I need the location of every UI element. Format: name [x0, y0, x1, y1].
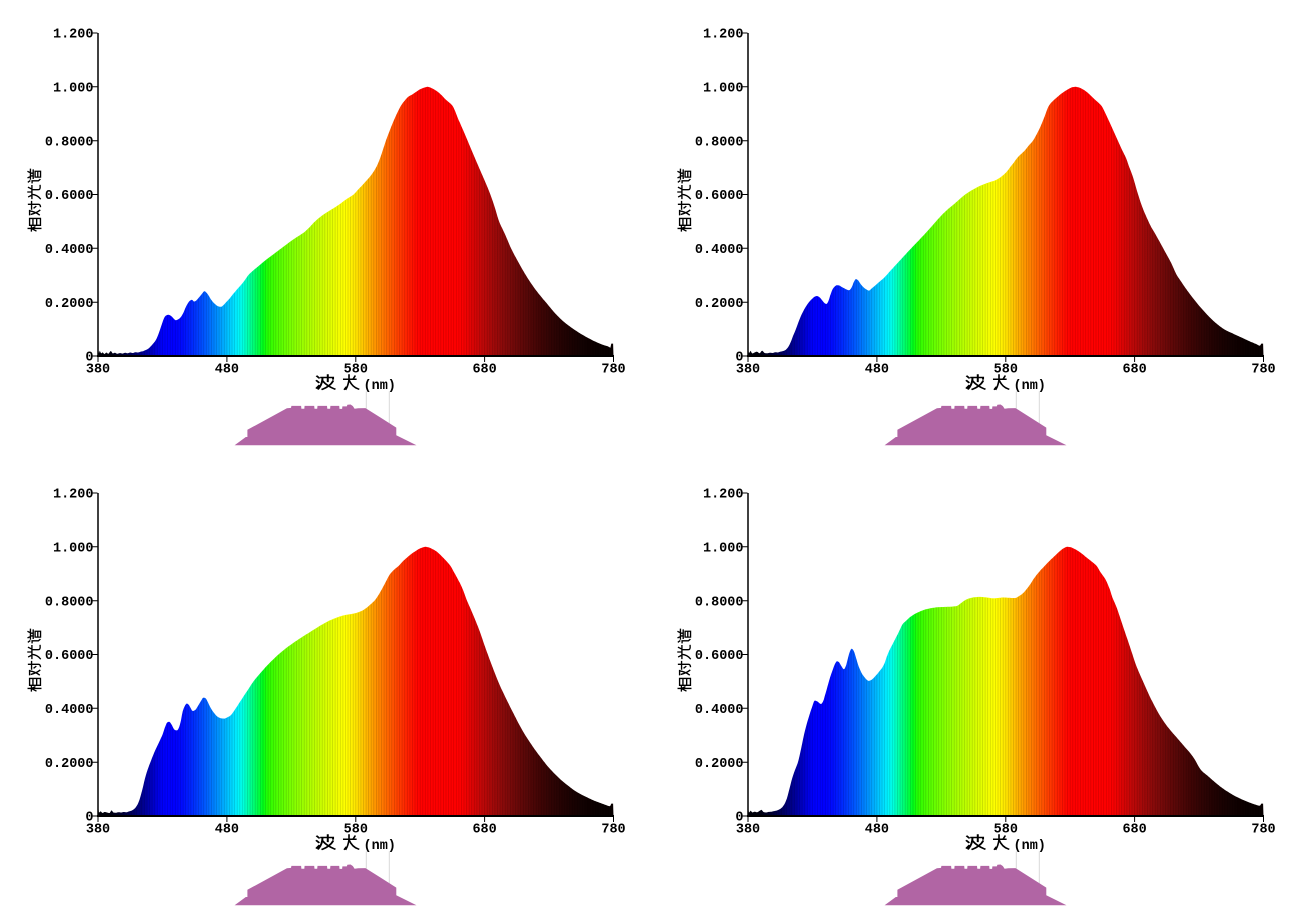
svg-text:480: 480 [865, 363, 889, 378]
svg-text:1.200: 1.200 [703, 488, 744, 503]
svg-text:680: 680 [472, 823, 496, 838]
svg-text:0: 0 [735, 351, 743, 366]
svg-text:(nm): (nm) [1014, 379, 1046, 394]
svg-text:0.2000: 0.2000 [695, 297, 744, 312]
svg-text:380: 380 [736, 363, 760, 378]
svg-text:(nm): (nm) [364, 379, 396, 394]
svg-text:680: 680 [472, 363, 496, 378]
svg-text:0.2000: 0.2000 [45, 297, 94, 312]
svg-text:380: 380 [736, 823, 760, 838]
svg-text:0.6000: 0.6000 [45, 649, 94, 664]
svg-text:0.8000: 0.8000 [695, 135, 744, 150]
svg-text:1.200: 1.200 [703, 28, 744, 43]
svg-text:0.2000: 0.2000 [695, 757, 744, 772]
svg-text:580: 580 [344, 823, 368, 838]
svg-text:0.8000: 0.8000 [695, 595, 744, 610]
svg-text:0.4000: 0.4000 [45, 703, 94, 718]
svg-text:1.000: 1.000 [703, 541, 744, 556]
svg-text:1.200: 1.200 [53, 28, 94, 43]
svg-text:680: 680 [1122, 823, 1146, 838]
svg-text:680: 680 [1122, 363, 1146, 378]
svg-text:580: 580 [994, 823, 1018, 838]
svg-text:0.6000: 0.6000 [695, 189, 744, 204]
svg-text:380: 380 [86, 823, 110, 838]
svg-text:780: 780 [1251, 363, 1275, 378]
svg-text:480: 480 [865, 823, 889, 838]
svg-text:0.8000: 0.8000 [45, 135, 94, 150]
svg-text:0.8000: 0.8000 [45, 595, 94, 610]
svg-text:1.000: 1.000 [53, 81, 94, 96]
svg-text:0.2000: 0.2000 [45, 757, 94, 772]
svg-text:1.000: 1.000 [53, 541, 94, 556]
svg-text:0.4000: 0.4000 [45, 243, 94, 258]
svg-text:480: 480 [215, 363, 239, 378]
svg-text:0.6000: 0.6000 [45, 189, 94, 204]
svg-text:0: 0 [85, 811, 93, 826]
svg-text:580: 580 [344, 363, 368, 378]
svg-text:780: 780 [1251, 823, 1275, 838]
svg-text:1.000: 1.000 [703, 81, 744, 96]
svg-text:1.200: 1.200 [53, 488, 94, 503]
svg-text:780: 780 [601, 363, 625, 378]
svg-text:(nm): (nm) [364, 839, 396, 854]
svg-text:0.4000: 0.4000 [695, 243, 744, 258]
svg-text:(nm): (nm) [1014, 839, 1046, 854]
svg-text:0.4000: 0.4000 [695, 703, 744, 718]
svg-text:780: 780 [601, 823, 625, 838]
svg-text:380: 380 [86, 363, 110, 378]
svg-text:0.6000: 0.6000 [695, 649, 744, 664]
svg-text:0: 0 [85, 351, 93, 366]
svg-text:580: 580 [994, 363, 1018, 378]
svg-text:480: 480 [215, 823, 239, 838]
svg-text:0: 0 [735, 811, 743, 826]
